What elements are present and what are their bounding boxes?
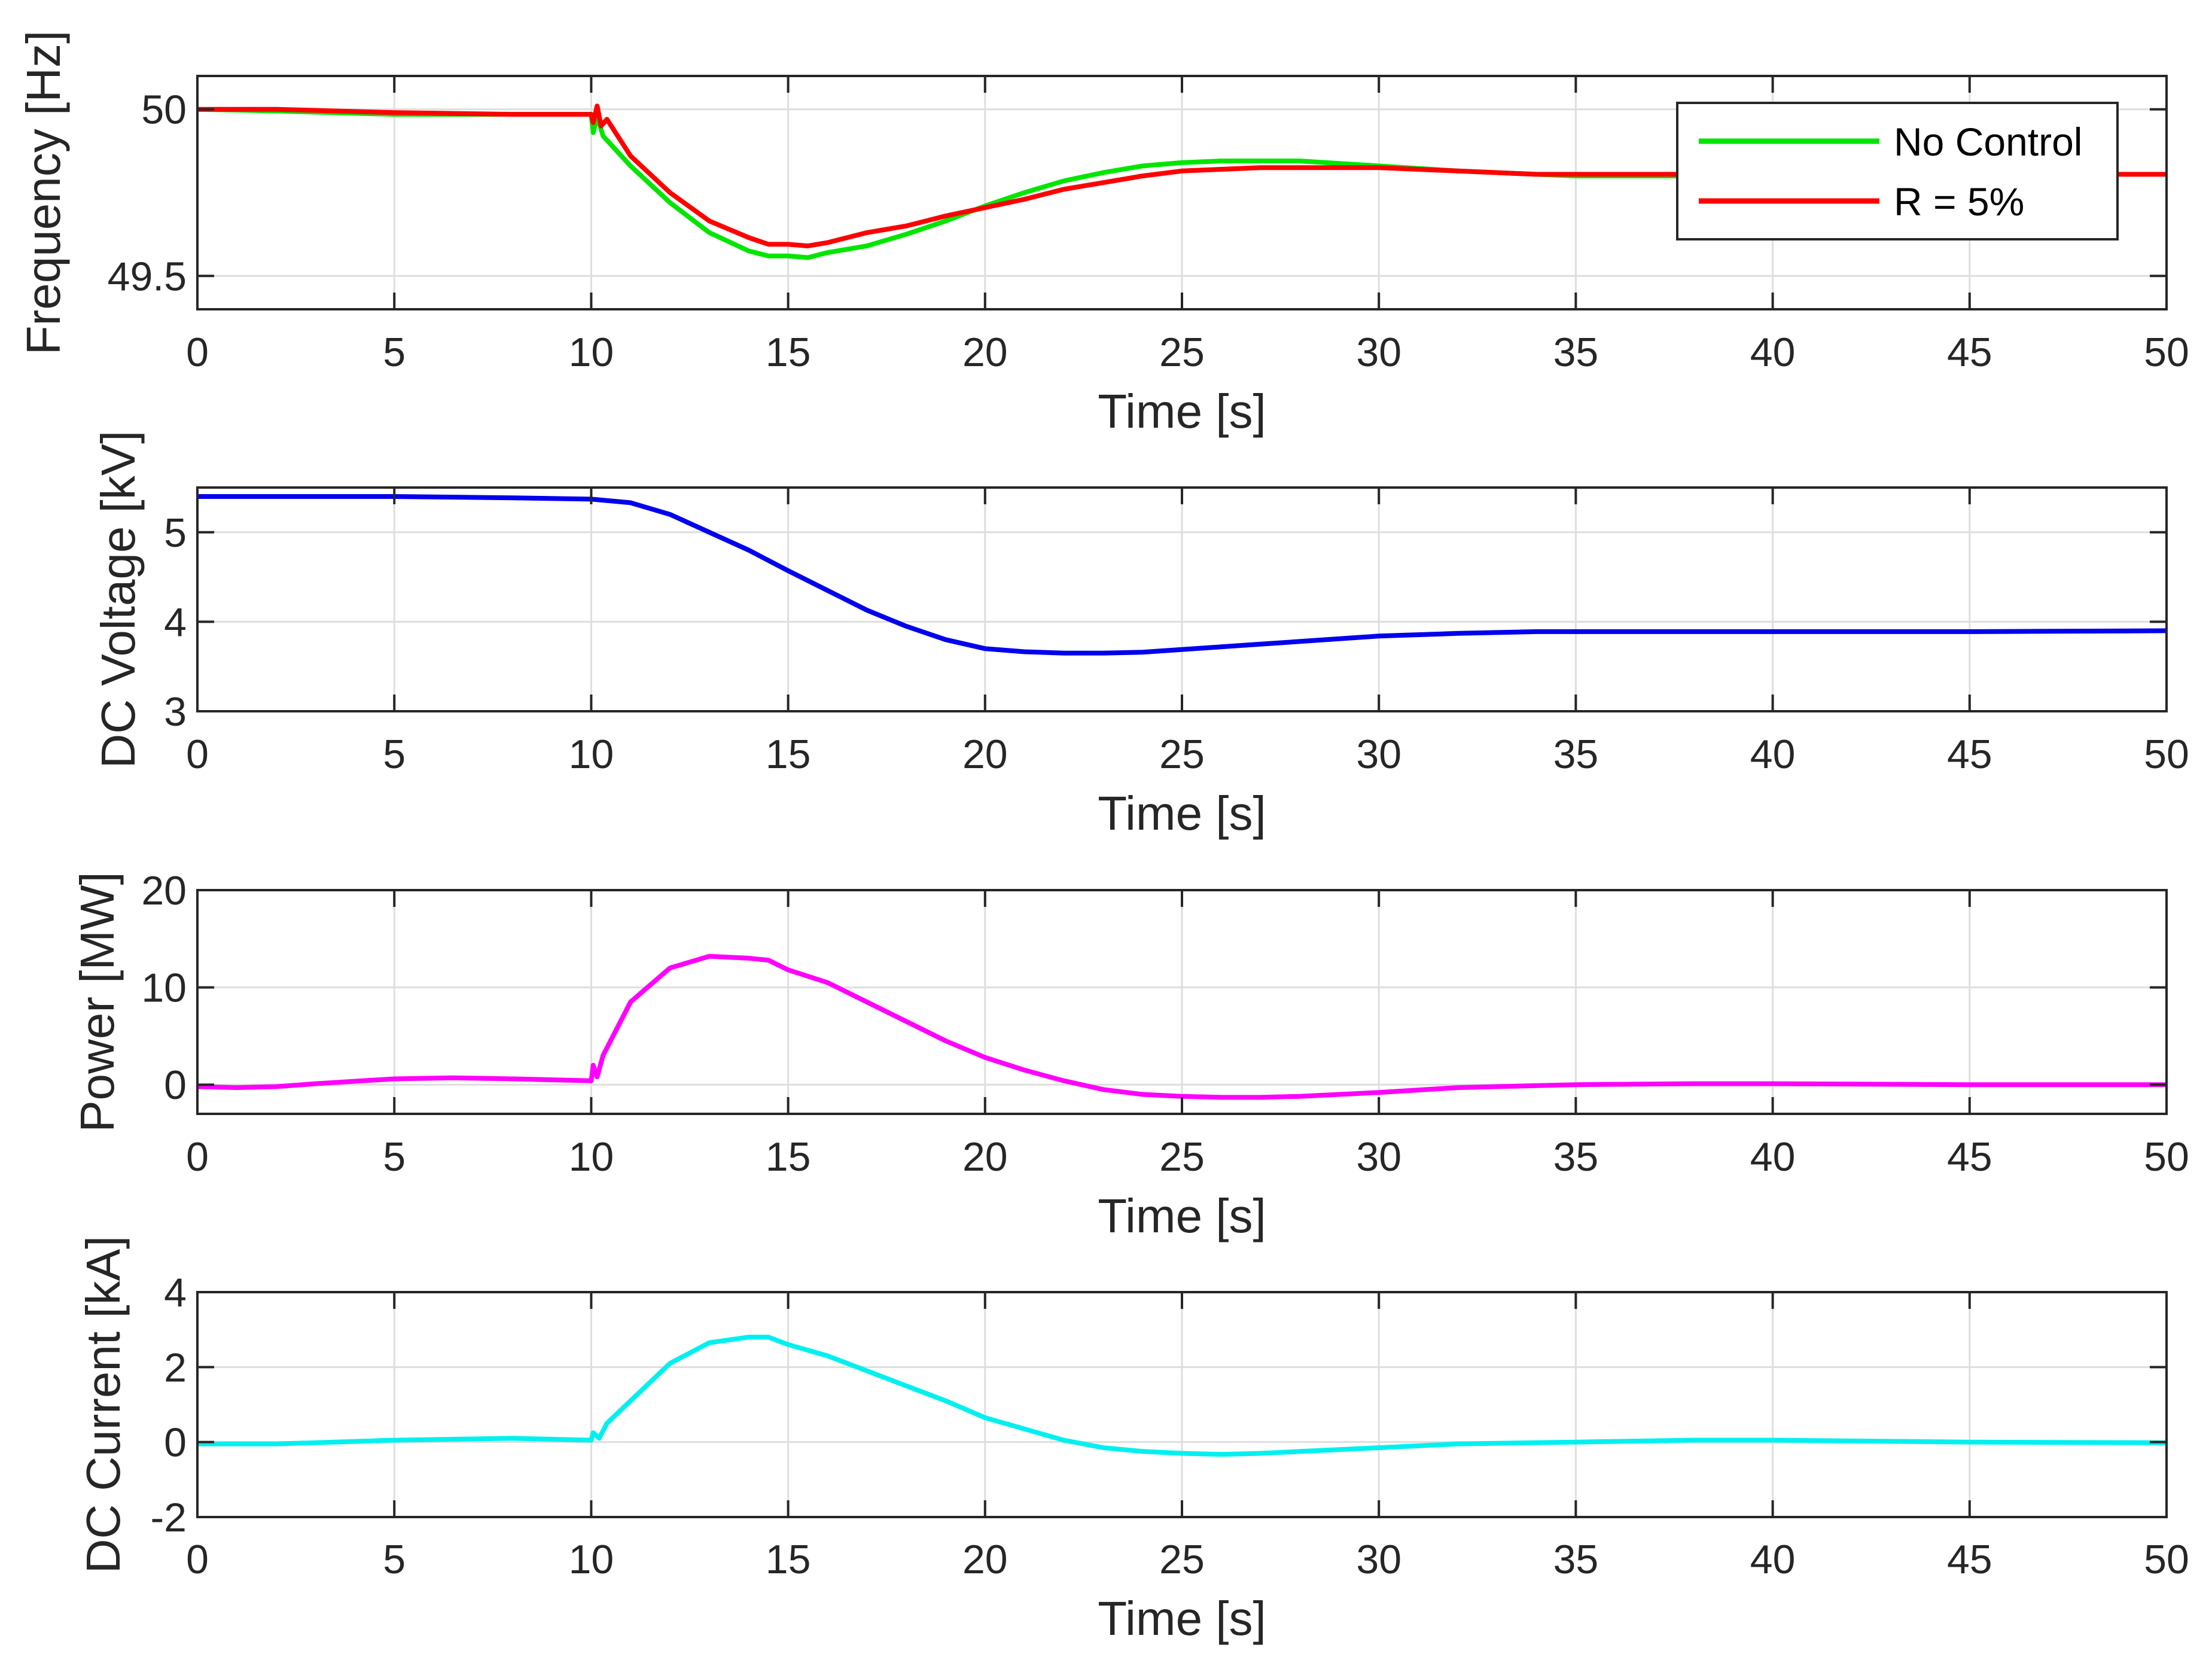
y-tick-label: 2 (164, 1345, 187, 1390)
series-line-r-5 (197, 103, 2167, 249)
x-tick-label: 30 (1356, 330, 1401, 375)
y-axis-label: Frequency [Hz] (17, 31, 70, 355)
x-tick-label: 15 (766, 732, 811, 777)
x-tick-label: 0 (186, 1537, 209, 1582)
x-axis-label: Time [s] (1098, 385, 1266, 438)
y-tick-label: 3 (164, 689, 187, 735)
x-tick-label: 45 (1947, 330, 1992, 375)
x-tick-label: 20 (962, 1134, 1008, 1180)
x-tick-label: 5 (383, 330, 406, 375)
y-tick-label: 0 (164, 1420, 187, 1466)
x-axis-label: Time [s] (1098, 787, 1266, 840)
series-line-dc-voltage (197, 494, 2167, 656)
x-tick-label: 25 (1159, 1134, 1205, 1180)
x-tick-label: 20 (962, 732, 1008, 777)
y-tick-label: 4 (164, 599, 187, 645)
legend-label-2: R = 5% (1894, 179, 2024, 224)
x-tick-label: 10 (569, 330, 614, 375)
y-tick-label: 20 (141, 868, 187, 913)
series-line-dc-current (197, 1335, 2167, 1457)
y-axis-label: DC Current [kA] (77, 1236, 130, 1574)
x-tick-label: 40 (1750, 1134, 1796, 1180)
y-tick-label: 0 (164, 1062, 187, 1108)
y-tick-label: 10 (141, 966, 187, 1011)
x-tick-label: 50 (2144, 1134, 2189, 1180)
subplot-3: 0 5 10 15 20 25 30 35 40 45 50 0 10 20 Time [s] Power [… (71, 868, 2189, 1242)
x-tick-label: 5 (383, 1537, 406, 1582)
subplot-1: 0 5 10 15 20 25 30 35 40 45 50 49.5 50 Time [s] Freque… (17, 31, 2189, 438)
x-axis-label: Time [s] (1098, 1592, 1266, 1645)
x-tick-label: 45 (1947, 732, 1992, 777)
series-line-power (197, 954, 2167, 1100)
x-tick-label: 50 (2144, 1537, 2189, 1582)
x-tick-label: 30 (1356, 732, 1401, 777)
x-tick-label: 20 (962, 330, 1008, 375)
x-tick-label: 5 (383, 1134, 406, 1180)
y-tick-label: 50 (141, 87, 187, 133)
series-line-no-control (197, 106, 1696, 260)
y-axis-label: Power [MW] (71, 872, 124, 1132)
x-tick-label: 35 (1553, 330, 1599, 375)
x-tick-label: 30 (1356, 1134, 1401, 1180)
x-tick-label: 10 (569, 1537, 614, 1582)
x-tick-label: 50 (2144, 732, 2189, 777)
y-tick-label: 5 (164, 510, 187, 556)
x-tick-label: 35 (1553, 1134, 1599, 1180)
x-tick-label: 45 (1947, 1537, 1992, 1582)
legend: No Control R = 5% (1676, 102, 2119, 240)
x-tick-label: 15 (766, 1537, 811, 1582)
legend-box (1676, 102, 2119, 240)
x-tick-label: 15 (766, 330, 811, 375)
x-tick-label: 40 (1750, 1537, 1796, 1582)
y-tick-label: -2 (151, 1495, 187, 1540)
x-tick-label: 20 (962, 1537, 1008, 1582)
x-axis-label: Time [s] (1098, 1189, 1266, 1242)
x-tick-label: 45 (1947, 1134, 1992, 1180)
x-tick-label: 30 (1356, 1537, 1401, 1582)
x-tick-label: 35 (1553, 1537, 1599, 1582)
x-tick-label: 25 (1159, 732, 1205, 777)
x-tick-label: 40 (1750, 330, 1796, 375)
x-tick-label: 25 (1159, 1537, 1205, 1582)
x-tick-label: 10 (569, 1134, 614, 1180)
y-tick-label: 49.5 (108, 254, 187, 299)
x-tick-label: 25 (1159, 330, 1205, 375)
x-tick-label: 15 (766, 1134, 811, 1180)
x-tick-label: 5 (383, 732, 406, 777)
y-tick-label: 4 (164, 1270, 187, 1315)
x-tick-label: 0 (186, 732, 209, 777)
x-tick-label: 50 (2144, 330, 2189, 375)
x-tick-label: 35 (1553, 732, 1599, 777)
x-tick-label: 40 (1750, 732, 1796, 777)
legend-label-1: No Control (1894, 120, 2082, 164)
x-tick-label: 10 (569, 732, 614, 777)
x-tick-label: 0 (186, 330, 209, 375)
x-tick-label: 0 (186, 1134, 209, 1180)
y-axis-label: DC Voltage [kV] (92, 431, 145, 769)
